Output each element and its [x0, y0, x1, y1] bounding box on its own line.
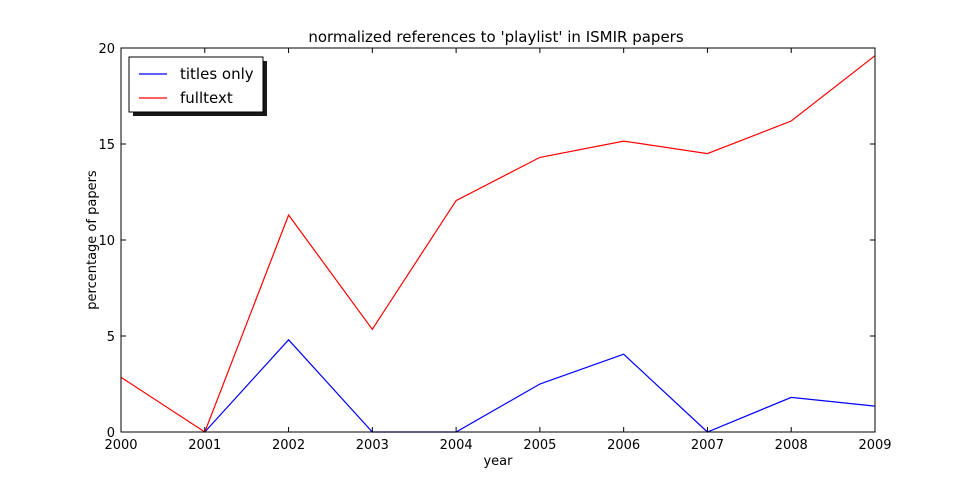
series-line-0 [204, 338, 876, 433]
series-layer [120, 55, 876, 433]
x-tick-label: 2007 [691, 438, 724, 453]
y-axis-label: percentage of papers [85, 170, 100, 310]
x-tick-label: 2006 [607, 438, 640, 453]
legend-items: titles only fulltext [139, 65, 254, 107]
y-tick-label: 0 [107, 426, 115, 441]
legend-label: fulltext [180, 89, 233, 107]
y-tick-label: 10 [98, 234, 115, 249]
x-axis-label: year [483, 454, 513, 469]
chart-title: normalized references to 'playlist' in I… [308, 28, 684, 46]
x-tick-label: 2008 [775, 438, 808, 453]
legend-box [128, 56, 264, 113]
x-tick-label: 2001 [188, 438, 221, 453]
x-tick-label: 2005 [523, 438, 556, 453]
y-tick-label: 15 [98, 138, 115, 153]
x-tick-label: 2003 [356, 438, 389, 453]
legend-label: titles only [180, 65, 254, 83]
x-tick-label: 2002 [272, 438, 305, 453]
x-tick-label: 2009 [858, 438, 891, 453]
series-line-1 [120, 55, 876, 433]
x-tick-label: 2000 [104, 438, 137, 453]
x-tick-label: 2004 [440, 438, 473, 453]
y-tick-label: 5 [107, 330, 115, 345]
tick-layer: 2000 2001 2002 2003 2004 2005 2006 2007 2008 2009… [98, 42, 891, 453]
legend: titles only fulltext [128, 56, 267, 116]
y-tick-label: 20 [98, 42, 115, 57]
